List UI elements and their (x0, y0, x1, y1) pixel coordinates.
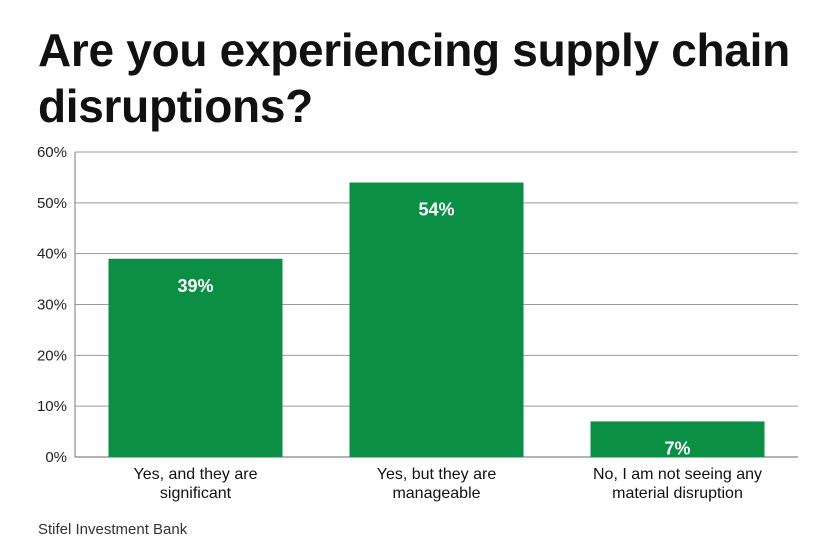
y-tick-label: 10% (37, 398, 67, 415)
bars: 39% 54% 7% (108, 182, 765, 458)
x-tick-label: Yes, and they are (134, 466, 258, 483)
x-axis-labels: Yes, and they are significant Yes, but the… (134, 466, 762, 502)
y-tick-label: 20% (37, 347, 67, 364)
data-label: 54% (418, 200, 454, 220)
y-tick-label: 30% (37, 297, 67, 314)
x-tick-label: material disruption (612, 485, 743, 502)
source-credit: Stifel Investment Bank (38, 521, 188, 538)
bar (590, 421, 765, 457)
x-tick-label: Yes, but they are (377, 466, 497, 483)
y-tick-label: 60% (37, 144, 67, 161)
y-tick-label: 0% (45, 449, 67, 466)
y-tick-label: 40% (37, 246, 67, 263)
chart-title: Are you experiencing supply chain disrup… (38, 24, 790, 132)
bar (349, 182, 524, 457)
x-tick-label: manageable (392, 485, 480, 502)
x-tick-label: No, I am not seeing any (593, 466, 762, 483)
data-label: 39% (177, 276, 213, 296)
bar (108, 258, 283, 457)
y-tick-label: 50% (37, 195, 67, 212)
data-label: 7% (664, 438, 690, 458)
y-axis-ticks: 0% 10% 20% 30% 40% 50% 60% (37, 144, 67, 466)
x-tick-label: significant (160, 485, 232, 502)
